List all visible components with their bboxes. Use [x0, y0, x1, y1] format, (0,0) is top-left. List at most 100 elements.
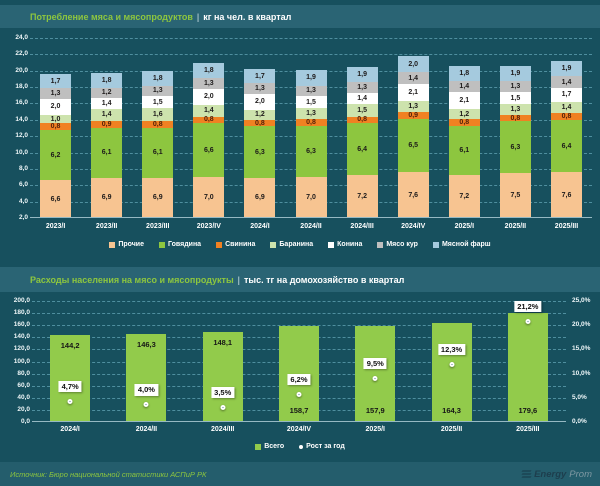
bar-segment-Говядина: 6,4: [550, 119, 582, 173]
chart1-column: 1,9 1,4 1,7 1,4 0,8 6,4 7,6: [541, 38, 592, 218]
segment-value-label: 6,4: [357, 145, 367, 153]
y-tick-label: 16,0: [15, 99, 28, 107]
gridline: [32, 313, 566, 315]
growth-value-label: 6,2%: [287, 373, 311, 385]
bar-segment-Прочие: 6,9: [91, 177, 123, 218]
bar-segment-Прочие: 7,6: [550, 172, 582, 218]
segment-value-label: 6,1: [152, 149, 163, 157]
segment-value-label: 1,9: [306, 74, 316, 82]
chart1-column: 1,7 1,3 2,0 1,2 0,8 6,3 6,9: [234, 38, 285, 218]
segment-value-label: 1,4: [408, 74, 419, 82]
growth-value-label: 12,3%: [437, 343, 466, 356]
chart1-column: 1,8 1,3 2,0 1,4 0,8 6,6 7,0: [183, 38, 234, 218]
segment-value-label: 6,1: [459, 147, 470, 155]
legend-item-Конина: Конина: [328, 241, 362, 248]
bar-segment-Говядина: 6,1: [142, 128, 174, 178]
stacked-bar: 1,9 1,3 1,5 1,3 0,8 6,3 7,0: [295, 69, 327, 218]
bar-value-label: 179,6: [518, 406, 538, 415]
bar-segment-Свинина: 0,8: [40, 123, 72, 130]
category-label: 2024/I: [250, 223, 270, 230]
total-bar: 157,9: [355, 326, 396, 422]
segment-value-label: 6,2: [50, 151, 61, 159]
segment-value-label: 1,3: [510, 106, 521, 114]
gridline: [32, 301, 566, 302]
growth-marker: [449, 361, 455, 367]
gridline: [30, 54, 592, 56]
y-tick-label-left: 200,0: [13, 297, 30, 304]
bar-segment-Мясной фарш: 2,0: [397, 56, 429, 73]
chart2-title-bar: Расходы населения на мясо и мясопродукты…: [0, 267, 600, 292]
growth-marker: [67, 398, 73, 404]
segment-value-label: 6,6: [203, 146, 214, 154]
growth-value-label: 9,5%: [363, 357, 387, 370]
category-label: 2024/III: [350, 223, 374, 230]
legend-item-label: Прочие: [118, 241, 144, 248]
chart1-column: 2,0 1,4 2,1 1,3 0,9 6,5 7,6: [388, 38, 439, 218]
y-tick-label: 22,0: [15, 50, 28, 58]
y-tick-label: 14,0: [15, 115, 28, 123]
bar-segment-Баранина: 1,3: [295, 108, 327, 120]
chart1-plot: 1,7 1,3 2,0 1,0 0,8 6,2 6,6 1,8 1,2 1,4 1,4 0,9 6,1 6…: [30, 38, 592, 218]
footer-bar: Источник: Бюро национальной статистики А…: [0, 462, 600, 486]
chart1-xlabels: 2023/I 2023/II 2023/III 2023/IV 2024/I 2024/I…: [30, 223, 592, 230]
total-bar: 179,6: [507, 313, 548, 422]
chart2-columns: 144,2 4,7% 146,3 4,0% 148,1 3,5% 158,7 6,2% 157,…: [32, 300, 566, 422]
y-tick-label: 10,0: [15, 148, 28, 156]
bar-segment-Мясо кур: 1,3: [40, 87, 72, 99]
y-tick-label: 24,0: [15, 34, 28, 41]
bar-segment-Мясо кур: 1,3: [346, 82, 378, 93]
bar-segment-Баранина: 1,3: [499, 104, 531, 115]
total-bar: 144,2: [50, 334, 91, 422]
segment-value-label: 1,8: [459, 69, 470, 77]
bar-segment-Свинина: 0,8: [448, 119, 480, 126]
stacked-bar: 1,8 1,4 2,1 1,2 0,8 6,1 7,2: [448, 65, 480, 218]
segment-value-label: 7,0: [203, 194, 214, 202]
chart2-subtitle: тыс. тг на домохозяйство в квартал: [244, 274, 405, 285]
logo-text-energy: Energy: [534, 468, 567, 480]
segment-value-label: 1,3: [357, 84, 367, 92]
category-label: 2024/IV: [401, 223, 426, 230]
chart1-yaxis: 24,0 22,0 20,0 18,0 16,0 14,0 12,0 10,0 8,0 6,0 4,…: [2, 34, 28, 220]
chart2-column: 157,9 9,5%: [337, 301, 413, 422]
category-label: 2024/IV: [286, 426, 312, 433]
chart2-yaxis-right: 25,0% 20,0% 15,0% 10,0% 5,0% 0,0%: [570, 297, 600, 424]
bar-segment-Мясной фарш: 1,8: [142, 70, 174, 86]
bar-segment-Конина: 2,1: [397, 83, 429, 102]
bar-segment-Говядина: 6,3: [244, 126, 276, 178]
y-tick-label-left: 0,0: [20, 418, 30, 425]
segment-value-label: 7,5: [510, 192, 521, 199]
bar-segment-Свинина: 0,8: [142, 121, 174, 129]
chart1-xaxis-line: [30, 217, 592, 218]
chart1-legend: Прочие Говядина Свинина Баранина Конина Мясо …: [0, 241, 600, 248]
category-label: 2023/II: [95, 223, 118, 230]
bar-segment-Мясной фарш: 1,7: [40, 74, 72, 88]
total-swatch-icon: [255, 443, 262, 450]
segment-value-label: 0,9: [408, 111, 419, 119]
segment-value-label: 2,0: [203, 93, 214, 101]
y-tick-label: 12,0: [15, 132, 28, 140]
bar-value-label: 157,9: [365, 406, 385, 415]
legend-item-Мясо кур: Мясо кур: [377, 241, 418, 248]
bar-segment-Конина: 1,7: [550, 87, 582, 102]
bar-segment-Конина: 2,1: [448, 92, 480, 110]
stacked-bar: 1,9 1,3 1,5 1,3 0,8 6,3 7,5: [499, 65, 531, 218]
bar-segment-Говядина: 6,5: [397, 119, 429, 173]
bar-segment-Прочие: 7,0: [295, 177, 327, 218]
stacked-bar: 2,0 1,4 2,1 1,3 0,9 6,5 7,6: [397, 56, 429, 218]
segment-value-label: 1,2: [459, 110, 470, 118]
category-label: 2023/I: [45, 223, 66, 230]
category-label: 2025/I: [454, 223, 475, 230]
bar-segment-Мясной фарш: 1,9: [499, 65, 531, 82]
chart2-column: 158,7 6,2%: [261, 301, 337, 422]
bar-segment-Прочие: 7,2: [346, 175, 378, 218]
bar-segment-Конина: 1,5: [142, 96, 174, 109]
segment-value-label: 0,8: [152, 121, 163, 129]
bar-segment-Конина: 1,5: [499, 92, 531, 105]
y-tick-label: 18,0: [15, 83, 28, 91]
bar-segment-Свинина: 0,8: [346, 116, 378, 123]
y-tick-label: 4,0: [18, 197, 28, 205]
energyprom-e-icon: [521, 470, 532, 478]
category-label: 2024/I: [60, 426, 80, 433]
legend-item-growth: Рост за год: [299, 443, 345, 450]
chart2-xlabels: 2024/I 2024/II 2024/III 2024/IV 2025/I 2025/I…: [32, 426, 566, 433]
